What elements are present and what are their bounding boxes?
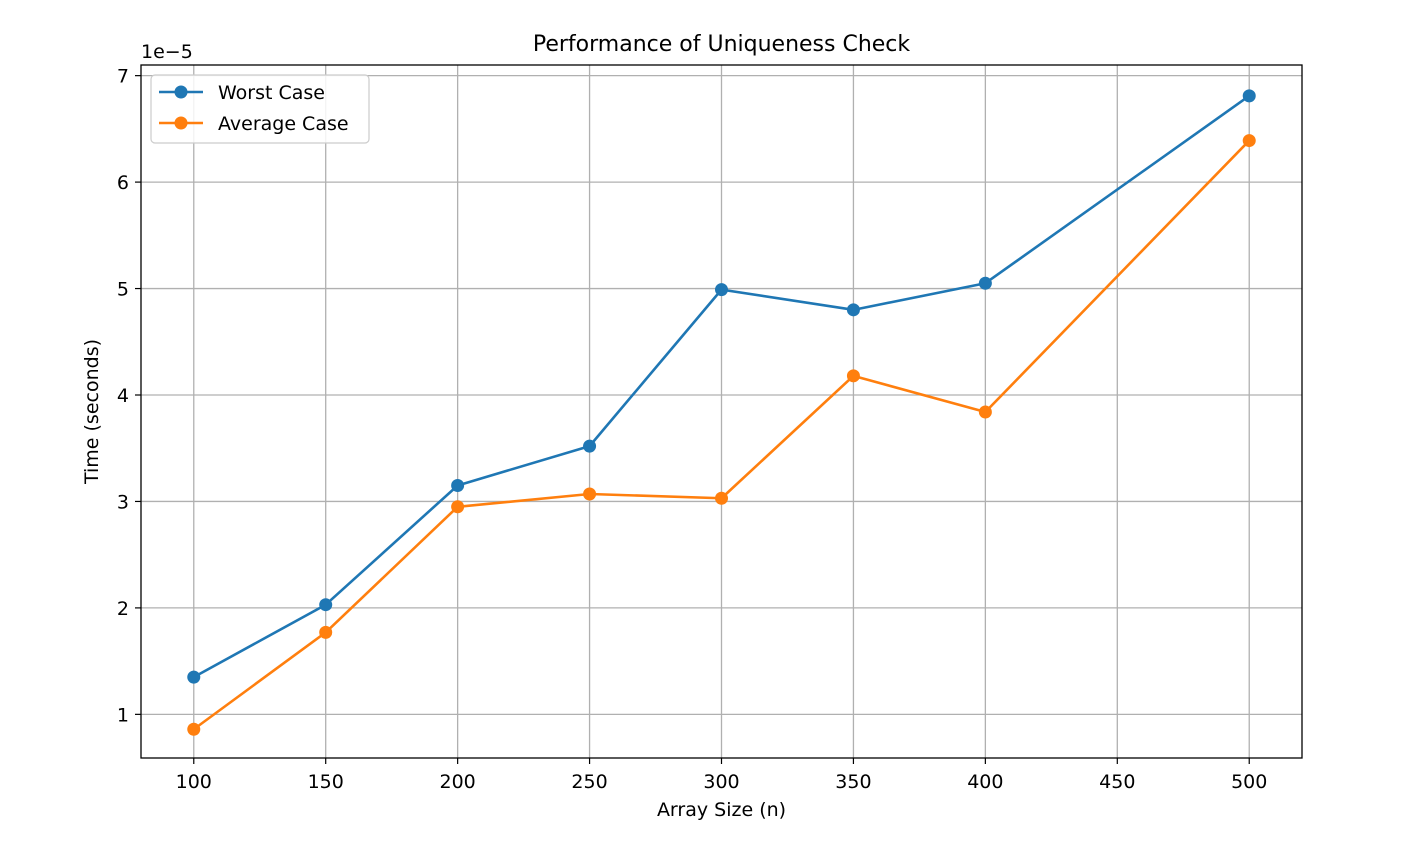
legend-marker bbox=[174, 85, 188, 99]
series-layer bbox=[187, 89, 1256, 736]
data-point bbox=[451, 500, 465, 514]
legend-label: Average Case bbox=[218, 113, 349, 135]
data-point bbox=[451, 478, 465, 492]
series-average-case bbox=[187, 134, 1256, 736]
legend-box bbox=[150, 74, 370, 144]
data-point bbox=[319, 598, 333, 612]
series-worst-case bbox=[187, 89, 1256, 684]
x-tick-label: 300 bbox=[703, 771, 739, 793]
data-point bbox=[715, 491, 728, 505]
data-point bbox=[846, 303, 860, 317]
series-line bbox=[193, 139, 1251, 731]
legend-item: Worst Case bbox=[159, 82, 325, 104]
y-axis-label: Time (seconds) bbox=[81, 339, 103, 485]
data-point bbox=[1242, 134, 1256, 148]
x-axis-label: Array Size (n) bbox=[657, 799, 786, 821]
data-point bbox=[187, 670, 201, 684]
y-axis-offset-label: 1e−5 bbox=[141, 41, 193, 63]
x-tick-label: 350 bbox=[835, 771, 871, 793]
data-point bbox=[846, 369, 860, 383]
data-point bbox=[583, 487, 597, 501]
legend: Worst Case Average Case bbox=[150, 74, 370, 144]
legend-item: Average Case bbox=[159, 113, 349, 135]
x-tick-label: 250 bbox=[571, 771, 607, 793]
y-tick-label: 7 bbox=[117, 66, 129, 88]
x-tick-label: 500 bbox=[1231, 771, 1267, 793]
data-point bbox=[978, 276, 992, 290]
y-tick-label: 6 bbox=[117, 172, 129, 194]
legend-label: Worst Case bbox=[218, 82, 325, 104]
legend-marker bbox=[174, 116, 188, 130]
data-point bbox=[187, 722, 201, 736]
x-tick-label: 100 bbox=[176, 771, 212, 793]
data-point bbox=[715, 283, 728, 297]
axis-ticks: 100 150 200 250 300 350 400 450 500 1 2 3 4 5 6 7 bbox=[117, 66, 1267, 793]
y-tick-label: 3 bbox=[117, 491, 129, 513]
x-tick-label: 150 bbox=[308, 771, 344, 793]
x-tick-label: 400 bbox=[967, 771, 1003, 793]
series-line bbox=[193, 94, 1250, 679]
x-tick-label: 450 bbox=[1099, 771, 1135, 793]
x-tick-label: 200 bbox=[440, 771, 476, 793]
y-tick-label: 1 bbox=[117, 704, 129, 726]
data-point bbox=[978, 405, 992, 419]
data-point bbox=[319, 625, 333, 639]
data-point bbox=[583, 439, 597, 453]
y-tick-label: 5 bbox=[117, 279, 129, 301]
chart-title: Performance of Uniqueness Check bbox=[533, 32, 911, 57]
y-tick-label: 4 bbox=[117, 385, 129, 407]
data-point bbox=[1242, 89, 1256, 103]
y-tick-label: 2 bbox=[117, 598, 129, 620]
